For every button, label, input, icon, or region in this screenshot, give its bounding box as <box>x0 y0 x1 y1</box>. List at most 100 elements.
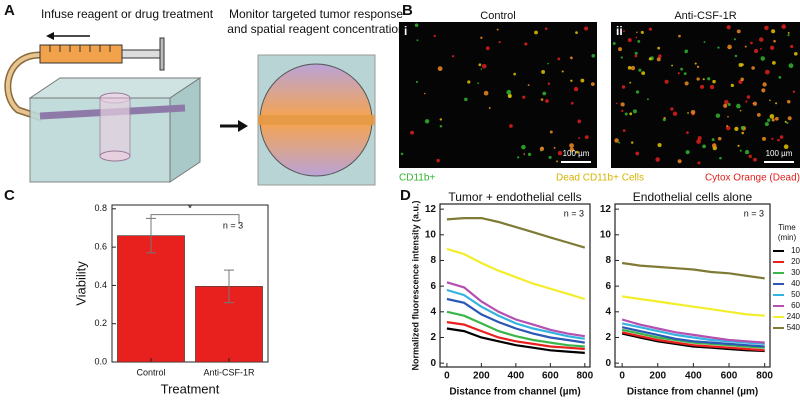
image-numeral: i <box>404 24 407 38</box>
cell <box>648 57 652 61</box>
y-axis-label: Normalized fluorescence intensity (a.u.) <box>410 200 420 370</box>
cell <box>758 37 764 42</box>
cell <box>726 124 729 128</box>
cell <box>781 24 787 29</box>
cell <box>636 31 638 34</box>
cell <box>771 137 774 141</box>
cell <box>509 124 513 128</box>
legend-label: 50 <box>791 290 800 299</box>
scale-bar-label: 100 µm <box>563 149 590 158</box>
cell <box>712 79 716 84</box>
cell <box>634 54 638 58</box>
cell <box>635 36 638 39</box>
cell <box>634 51 638 55</box>
cell <box>584 135 589 139</box>
cell <box>415 80 418 83</box>
legend-title: (min) <box>778 233 797 242</box>
y-axis-label: Viability <box>73 261 88 306</box>
cell <box>771 29 776 34</box>
y-tick-label: 0.8 <box>94 203 107 213</box>
cell <box>557 150 563 156</box>
cell <box>416 39 419 42</box>
cell <box>696 139 701 144</box>
x-axis-label: Distance from channel (µm) <box>449 387 580 398</box>
cell <box>694 62 697 65</box>
legend-label: 540 <box>787 323 800 332</box>
cell <box>683 72 687 76</box>
cell <box>740 77 744 82</box>
cell <box>788 63 794 69</box>
cell <box>591 53 596 58</box>
cell <box>744 149 750 155</box>
legend-label: 10 <box>791 246 800 255</box>
cell <box>637 39 641 43</box>
line-series <box>446 281 585 338</box>
image-numeral: ii <box>616 24 623 38</box>
cell <box>771 118 775 122</box>
cell <box>540 98 544 101</box>
cell <box>561 70 564 73</box>
plot-frame <box>614 203 771 368</box>
cell <box>727 44 732 50</box>
x-axis-label: Distance from channel (µm) <box>627 387 758 398</box>
stain-label: CD11b+ <box>399 173 435 184</box>
legend-label: 30 <box>791 268 800 277</box>
cell <box>748 154 752 159</box>
cell <box>635 151 640 156</box>
cell <box>544 27 548 30</box>
cell <box>686 131 689 134</box>
cell <box>478 63 482 67</box>
cell <box>703 41 706 43</box>
cell <box>724 99 729 105</box>
line-series <box>621 328 765 349</box>
line-series <box>621 318 765 344</box>
cell <box>424 119 430 124</box>
cell <box>787 116 792 121</box>
y-tick-label: 0 <box>605 358 611 369</box>
cell <box>727 102 731 106</box>
cell <box>709 84 715 90</box>
cell <box>467 80 471 84</box>
cell <box>658 54 662 59</box>
y-tick-label: 8 <box>430 255 436 266</box>
cell <box>771 60 776 65</box>
cell <box>534 30 538 35</box>
cell <box>553 146 556 149</box>
y-tick-label: 6 <box>605 281 611 292</box>
cell <box>556 160 559 163</box>
cell <box>746 95 751 99</box>
cell <box>527 84 530 87</box>
cell <box>640 30 644 34</box>
cell <box>649 28 652 31</box>
cell <box>480 36 483 39</box>
cell <box>646 98 649 101</box>
cell <box>578 137 581 140</box>
cell <box>451 55 455 58</box>
cell <box>664 79 669 84</box>
image-title: Anti-CSF-1R <box>674 10 736 22</box>
cell <box>754 48 759 54</box>
micrograph <box>399 22 597 168</box>
cell <box>629 81 632 84</box>
y-tick-label: 4 <box>430 306 436 317</box>
line-series <box>446 247 586 301</box>
y-tick-label: 12 <box>425 204 437 215</box>
line-series <box>621 326 765 348</box>
cell <box>410 130 414 135</box>
annotation: n = 3 <box>744 208 764 218</box>
cell <box>517 156 520 159</box>
cell <box>569 143 574 148</box>
cell <box>730 83 735 88</box>
cell <box>777 138 780 142</box>
cell <box>628 38 630 40</box>
cell <box>790 44 794 49</box>
y-tick-label: 2 <box>605 332 611 343</box>
x-tick-label: 600 <box>542 371 559 382</box>
cell <box>414 23 419 28</box>
y-tick-label: 0.2 <box>94 318 107 328</box>
cell <box>697 161 701 165</box>
cell <box>719 156 722 160</box>
cell <box>762 136 767 141</box>
cell <box>657 46 661 50</box>
cell <box>677 72 680 75</box>
